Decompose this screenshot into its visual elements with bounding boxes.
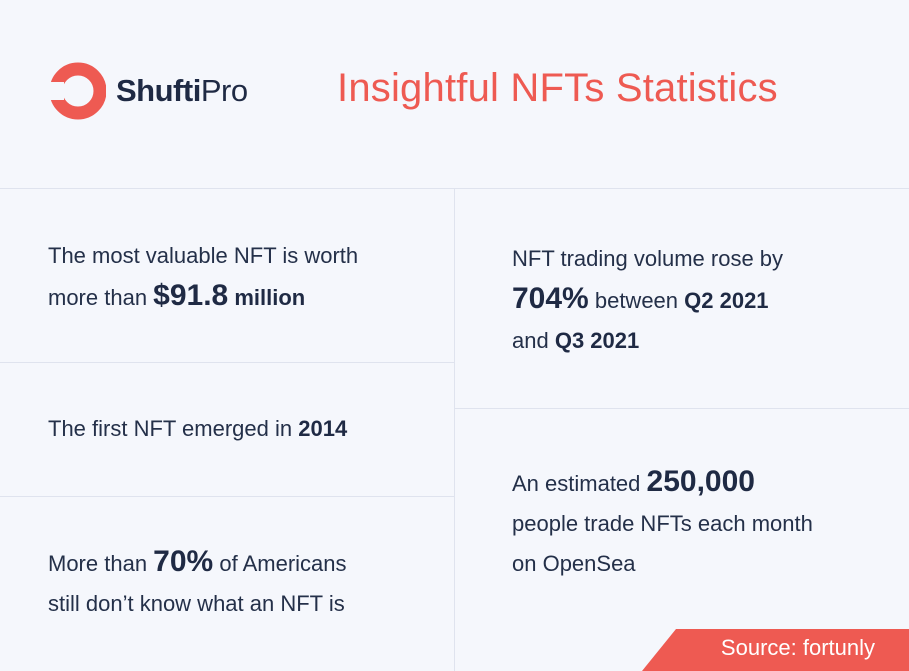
source-banner: Source: fortunly [642, 629, 909, 671]
stat-text-line: more than $91.8 million [48, 276, 358, 318]
stat-text: of Americans [213, 551, 347, 576]
header: ShuftiPro Insightful NFTs Statistics [0, 0, 909, 188]
stat-highlight-quarter: Q3 2021 [554, 328, 640, 353]
page-title: Insightful NFTs Statistics [337, 66, 778, 110]
shufti-pro-logo-icon [48, 62, 106, 120]
stat-highlight-percent: 70% [153, 545, 214, 578]
stat-highlight-quarter: Q2 2021 [684, 288, 769, 313]
source-label: Source: fortunly [720, 635, 875, 660]
shufti-pro-logo: ShuftiPro [48, 60, 248, 122]
stat-text: more than [48, 285, 154, 310]
stat-text-line: An estimated 250,000 [512, 462, 813, 504]
stat-text-line: and Q3 2021 [512, 321, 783, 361]
stat-text-line: More than 70% of Americans [48, 542, 347, 584]
stat-highlight-percent: 704% [512, 282, 589, 315]
stat-opensea-traders: An estimated 250,000 people trade NFTs e… [512, 462, 813, 584]
logo-wordmark-bold: Shufti [116, 73, 201, 108]
stat-text: More than [48, 551, 154, 576]
stat-trading-volume: NFT trading volume rose by 704% between … [512, 239, 783, 361]
divider-left-2 [0, 496, 454, 497]
stat-text: between [588, 288, 685, 313]
stat-text-line: on OpenSea [512, 551, 636, 576]
divider-vertical [454, 188, 455, 671]
divider-left-1 [0, 362, 454, 363]
stat-text-line: 704% between Q2 2021 [512, 279, 783, 321]
stat-text-line: people trade NFTs each month [512, 511, 813, 536]
stat-text: The first NFT emerged in [48, 416, 299, 441]
stat-most-valuable-nft: The most valuable NFT is worth more than… [48, 236, 358, 318]
stat-text-line: still don’t know what an NFT is [48, 591, 345, 616]
stat-text-line: NFT trading volume rose by [512, 246, 784, 271]
stat-highlight-year: 2014 [298, 416, 348, 441]
stat-text: and [512, 328, 555, 353]
stat-americans: More than 70% of Americans still don’t k… [48, 542, 347, 624]
logo-wordmark: ShuftiPro [116, 73, 248, 109]
stat-first-nft: The first NFT emerged in 2014 [48, 409, 347, 449]
stat-highlight-count: 250,000 [646, 465, 755, 498]
stat-text: An estimated [512, 471, 647, 496]
stat-text-line: The first NFT emerged in 2014 [48, 409, 347, 449]
stat-highlight-unit: million [228, 285, 306, 310]
logo-wordmark-light: Pro [200, 73, 248, 108]
divider-right-1 [454, 408, 909, 409]
stat-highlight-amount: $91.8 [153, 279, 229, 312]
stat-text-line: The most valuable NFT is worth [48, 243, 359, 268]
